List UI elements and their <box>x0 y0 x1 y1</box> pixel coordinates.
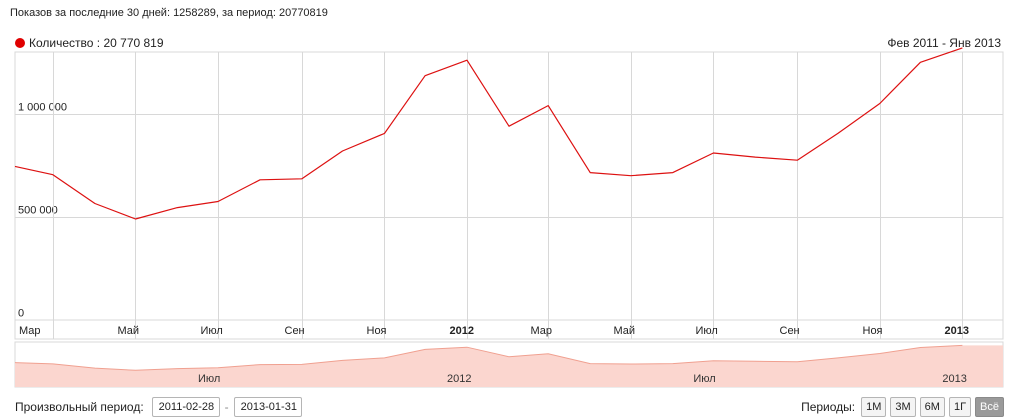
data-point[interactable] <box>134 217 138 221</box>
x-tick-label: Мар <box>531 325 553 337</box>
x-tick-label: Сен <box>780 325 800 337</box>
data-point[interactable] <box>711 151 715 155</box>
data-point[interactable] <box>383 131 387 135</box>
data-point[interactable] <box>960 46 964 50</box>
series-marker-icon <box>15 38 25 48</box>
data-point[interactable] <box>588 171 592 175</box>
x-axis-band <box>14 319 1004 340</box>
date-range-label: Фев 2011 - Янв 2013 <box>887 36 1001 50</box>
data-point[interactable] <box>341 149 345 153</box>
data-point[interactable] <box>836 131 840 135</box>
x-tick-label: Май <box>614 325 636 337</box>
x-tick-label: Сен <box>285 325 305 337</box>
periods-label: Периоды: <box>801 400 856 414</box>
y-tick-label: 500 000 <box>18 205 58 217</box>
data-point[interactable] <box>423 74 427 78</box>
custom-period-label: Произвольный период: <box>15 400 144 414</box>
data-point[interactable] <box>753 155 757 159</box>
data-point[interactable] <box>629 174 633 178</box>
navigator-tick-label: Июл <box>198 373 220 385</box>
legend-separator: : <box>93 36 104 50</box>
period-button-all[interactable]: Всё <box>975 397 1004 417</box>
data-point[interactable] <box>300 177 304 181</box>
custom-period: Произвольный период: 2011-02-28 - 2013-0… <box>15 397 306 417</box>
x-tick-label: Май <box>118 325 140 337</box>
legend-series-name: Количество <box>29 36 94 50</box>
period-button-6m[interactable]: 6М <box>919 397 945 417</box>
data-point[interactable] <box>918 60 922 64</box>
x-tick-label: Ноя <box>367 325 387 337</box>
legend-series-total: 20 770 819 <box>103 36 164 50</box>
data-point[interactable] <box>175 206 179 210</box>
navigator-tick-label: 2012 <box>447 373 471 385</box>
period-selector: Периоды: 1М 3М 6М 1Г Всё <box>801 397 1004 417</box>
data-point[interactable] <box>546 104 550 108</box>
data-point[interactable] <box>878 102 882 106</box>
navigator-line <box>14 344 963 371</box>
data-point[interactable] <box>258 178 262 182</box>
x-tick-label: Мар <box>19 325 41 337</box>
x-tick-label: Июл <box>201 325 223 337</box>
x-tick-label: Ноя <box>863 325 883 337</box>
data-point[interactable] <box>795 158 799 162</box>
navigator-area <box>15 345 1003 387</box>
period-button-1m[interactable]: 1М <box>861 397 887 417</box>
legend[interactable]: Количество : 20 770 819 <box>15 36 164 50</box>
data-point[interactable] <box>507 124 511 128</box>
x-tick-label: 2013 <box>945 325 969 337</box>
views-summary: Показов за последние 30 дней: 1258289, з… <box>10 7 328 19</box>
period-button-3m[interactable]: 3М <box>890 397 916 417</box>
series-line[interactable] <box>14 47 963 220</box>
x-tick-label: 2012 <box>450 325 474 337</box>
data-point[interactable] <box>671 171 675 175</box>
x-tick-label: Июл <box>696 325 718 337</box>
plot-frame <box>14 51 1004 321</box>
date-separator: - <box>224 400 229 414</box>
data-point[interactable] <box>51 173 55 177</box>
to-date-input[interactable]: 2013-01-31 <box>233 397 302 417</box>
data-point[interactable] <box>465 58 469 62</box>
data-point[interactable] <box>216 200 220 204</box>
from-date-input[interactable]: 2011-02-28 <box>151 397 220 417</box>
data-point[interactable] <box>93 202 97 206</box>
navigator-tick-label: Июл <box>693 373 715 385</box>
y-tick-label: 1 000 000 <box>18 102 67 114</box>
data-point[interactable] <box>13 164 17 168</box>
navigator-tick-label: 2013 <box>942 373 966 385</box>
y-tick-label: 0 <box>18 308 24 320</box>
period-button-1y[interactable]: 1Г <box>948 397 972 417</box>
